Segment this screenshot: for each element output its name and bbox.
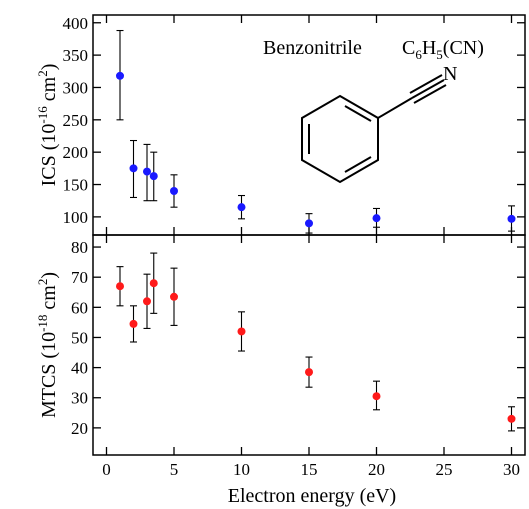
data-marker xyxy=(129,319,138,328)
molecule-formula-label: C6H5(CN) xyxy=(402,37,484,62)
y-tick-label: 300 xyxy=(63,78,89,97)
data-point xyxy=(116,29,124,121)
data-point xyxy=(372,380,381,411)
data-marks xyxy=(116,29,516,432)
ring-double-bond xyxy=(344,156,372,173)
data-point xyxy=(129,139,138,199)
data-point xyxy=(143,273,151,329)
data-marker xyxy=(116,71,124,80)
data-point xyxy=(143,143,151,202)
nitrogen-atom-label: N xyxy=(443,63,457,85)
y-tick-label: 80 xyxy=(71,238,88,257)
x-tick-label: 20 xyxy=(368,460,385,479)
data-point xyxy=(507,205,516,232)
data-marker xyxy=(143,297,151,306)
triple-bond xyxy=(413,84,447,104)
data-point xyxy=(305,213,313,234)
top-y-axis-title: ICS (10-16 cm2) xyxy=(35,64,60,187)
bottom-y-axis-title: MTCS (10-18 cm2) xyxy=(35,272,60,418)
data-marker xyxy=(143,167,151,176)
data-point xyxy=(149,151,158,202)
data-marker xyxy=(237,203,246,212)
x-tick-label: 5 xyxy=(170,460,179,479)
data-marker xyxy=(507,214,516,223)
data-marker xyxy=(170,292,178,301)
y-tick-label: 150 xyxy=(63,176,89,195)
data-marker xyxy=(507,414,516,423)
benzonitrile-structure-icon xyxy=(301,74,447,184)
data-marker xyxy=(149,279,158,288)
data-point xyxy=(170,174,178,208)
data-point xyxy=(237,311,246,352)
data-point xyxy=(372,207,381,228)
y-tick-label: 30 xyxy=(71,389,88,408)
y-tick-label: 50 xyxy=(71,328,88,347)
data-point xyxy=(149,252,158,314)
x-tick-label: 0 xyxy=(102,460,111,479)
data-marker xyxy=(305,368,313,377)
x-tick-label: 10 xyxy=(233,460,250,479)
tick-labels: 100 150 200 250 300 350 400 20 30 40 50 60 70 80 0 5 10 1… xyxy=(63,14,521,479)
bottom-panel-frame xyxy=(92,234,526,456)
triple-bond xyxy=(409,74,443,94)
data-marker xyxy=(149,172,158,181)
y-tick-label: 100 xyxy=(63,208,89,227)
data-point xyxy=(170,267,178,326)
x-tick-label: 30 xyxy=(503,460,520,479)
data-point xyxy=(237,194,246,220)
y-tick-label: 70 xyxy=(71,268,88,287)
x-axis-title: Electron energy (eV) xyxy=(228,485,396,507)
axis-ticks xyxy=(93,15,525,455)
ring-to-cyano-bond xyxy=(377,97,413,119)
data-marker xyxy=(116,282,124,291)
data-marker xyxy=(305,219,313,228)
y-tick-label: 350 xyxy=(63,46,89,65)
y-tick-label: 40 xyxy=(71,359,88,378)
triple-bond xyxy=(411,79,445,99)
y-tick-label: 400 xyxy=(63,14,89,33)
data-point xyxy=(305,356,313,388)
y-tick-label: 60 xyxy=(71,298,88,317)
x-tick-label: 25 xyxy=(436,460,453,479)
y-tick-label: 20 xyxy=(71,419,88,438)
ring-double-bond xyxy=(344,105,372,122)
molecule-name-label: Benzonitrile xyxy=(263,37,362,59)
data-marker xyxy=(372,392,381,401)
benzene-ring xyxy=(301,94,379,184)
data-marker xyxy=(237,327,246,336)
y-tick-label: 250 xyxy=(63,111,89,130)
data-point xyxy=(116,266,124,307)
y-tick-label: 200 xyxy=(63,143,89,162)
x-tick-label: 15 xyxy=(301,460,318,479)
data-point xyxy=(507,406,516,432)
data-marker xyxy=(372,214,381,223)
data-marker xyxy=(170,187,178,195)
data-point xyxy=(129,305,138,343)
data-marker xyxy=(129,164,138,173)
